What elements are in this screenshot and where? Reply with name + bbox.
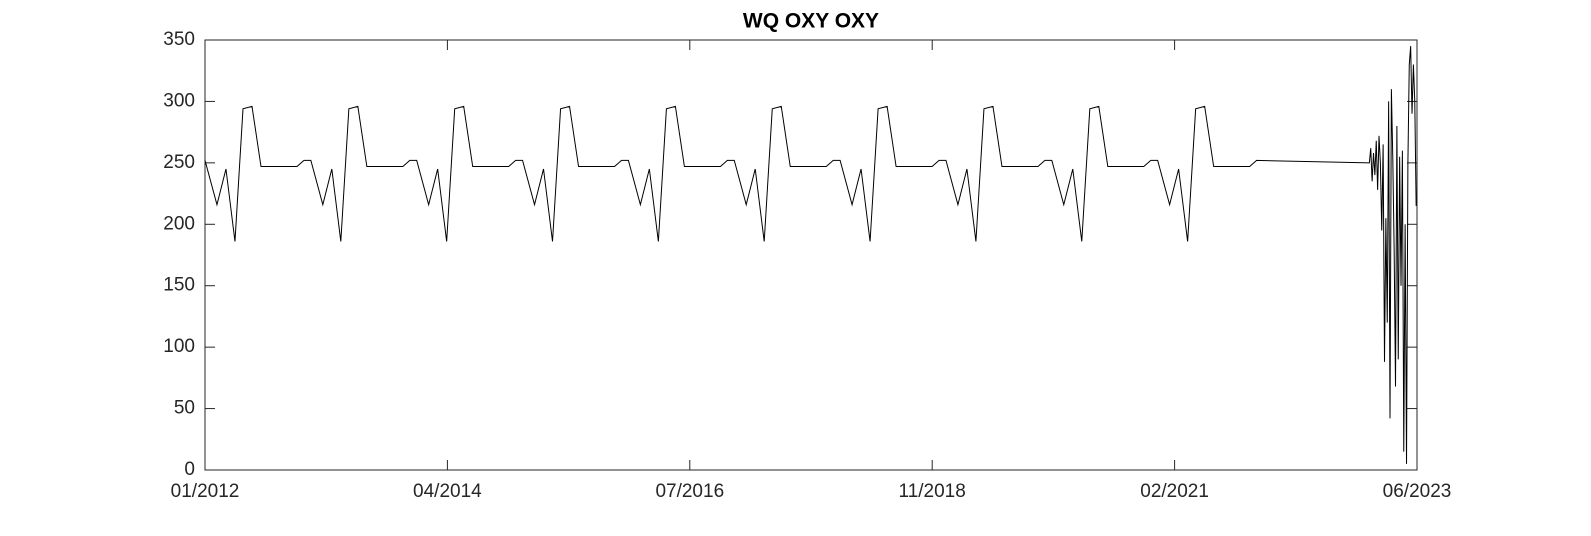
y-tick-label: 300	[163, 90, 195, 111]
y-tick-label: 200	[163, 213, 195, 234]
x-tick-label: 02/2021	[1140, 481, 1209, 502]
y-tick-label: 350	[163, 29, 195, 50]
chart-title: WQ OXY OXY	[743, 10, 879, 33]
y-tick-label: 100	[163, 336, 195, 357]
x-tick-label: 06/2023	[1383, 481, 1452, 502]
x-tick-label: 04/2014	[413, 481, 482, 502]
axes-box	[204, 39, 1418, 471]
x-tick-label: 07/2016	[655, 481, 724, 502]
data-line	[204, 46, 1417, 464]
y-tick-label: 250	[163, 152, 195, 173]
y-tick-label: 150	[163, 275, 195, 296]
y-tick-label: 0	[184, 459, 195, 480]
x-tick-label: 11/2018	[899, 481, 966, 502]
y-tick-label: 50	[174, 398, 195, 419]
x-tick-label: 01/2012	[171, 481, 240, 502]
